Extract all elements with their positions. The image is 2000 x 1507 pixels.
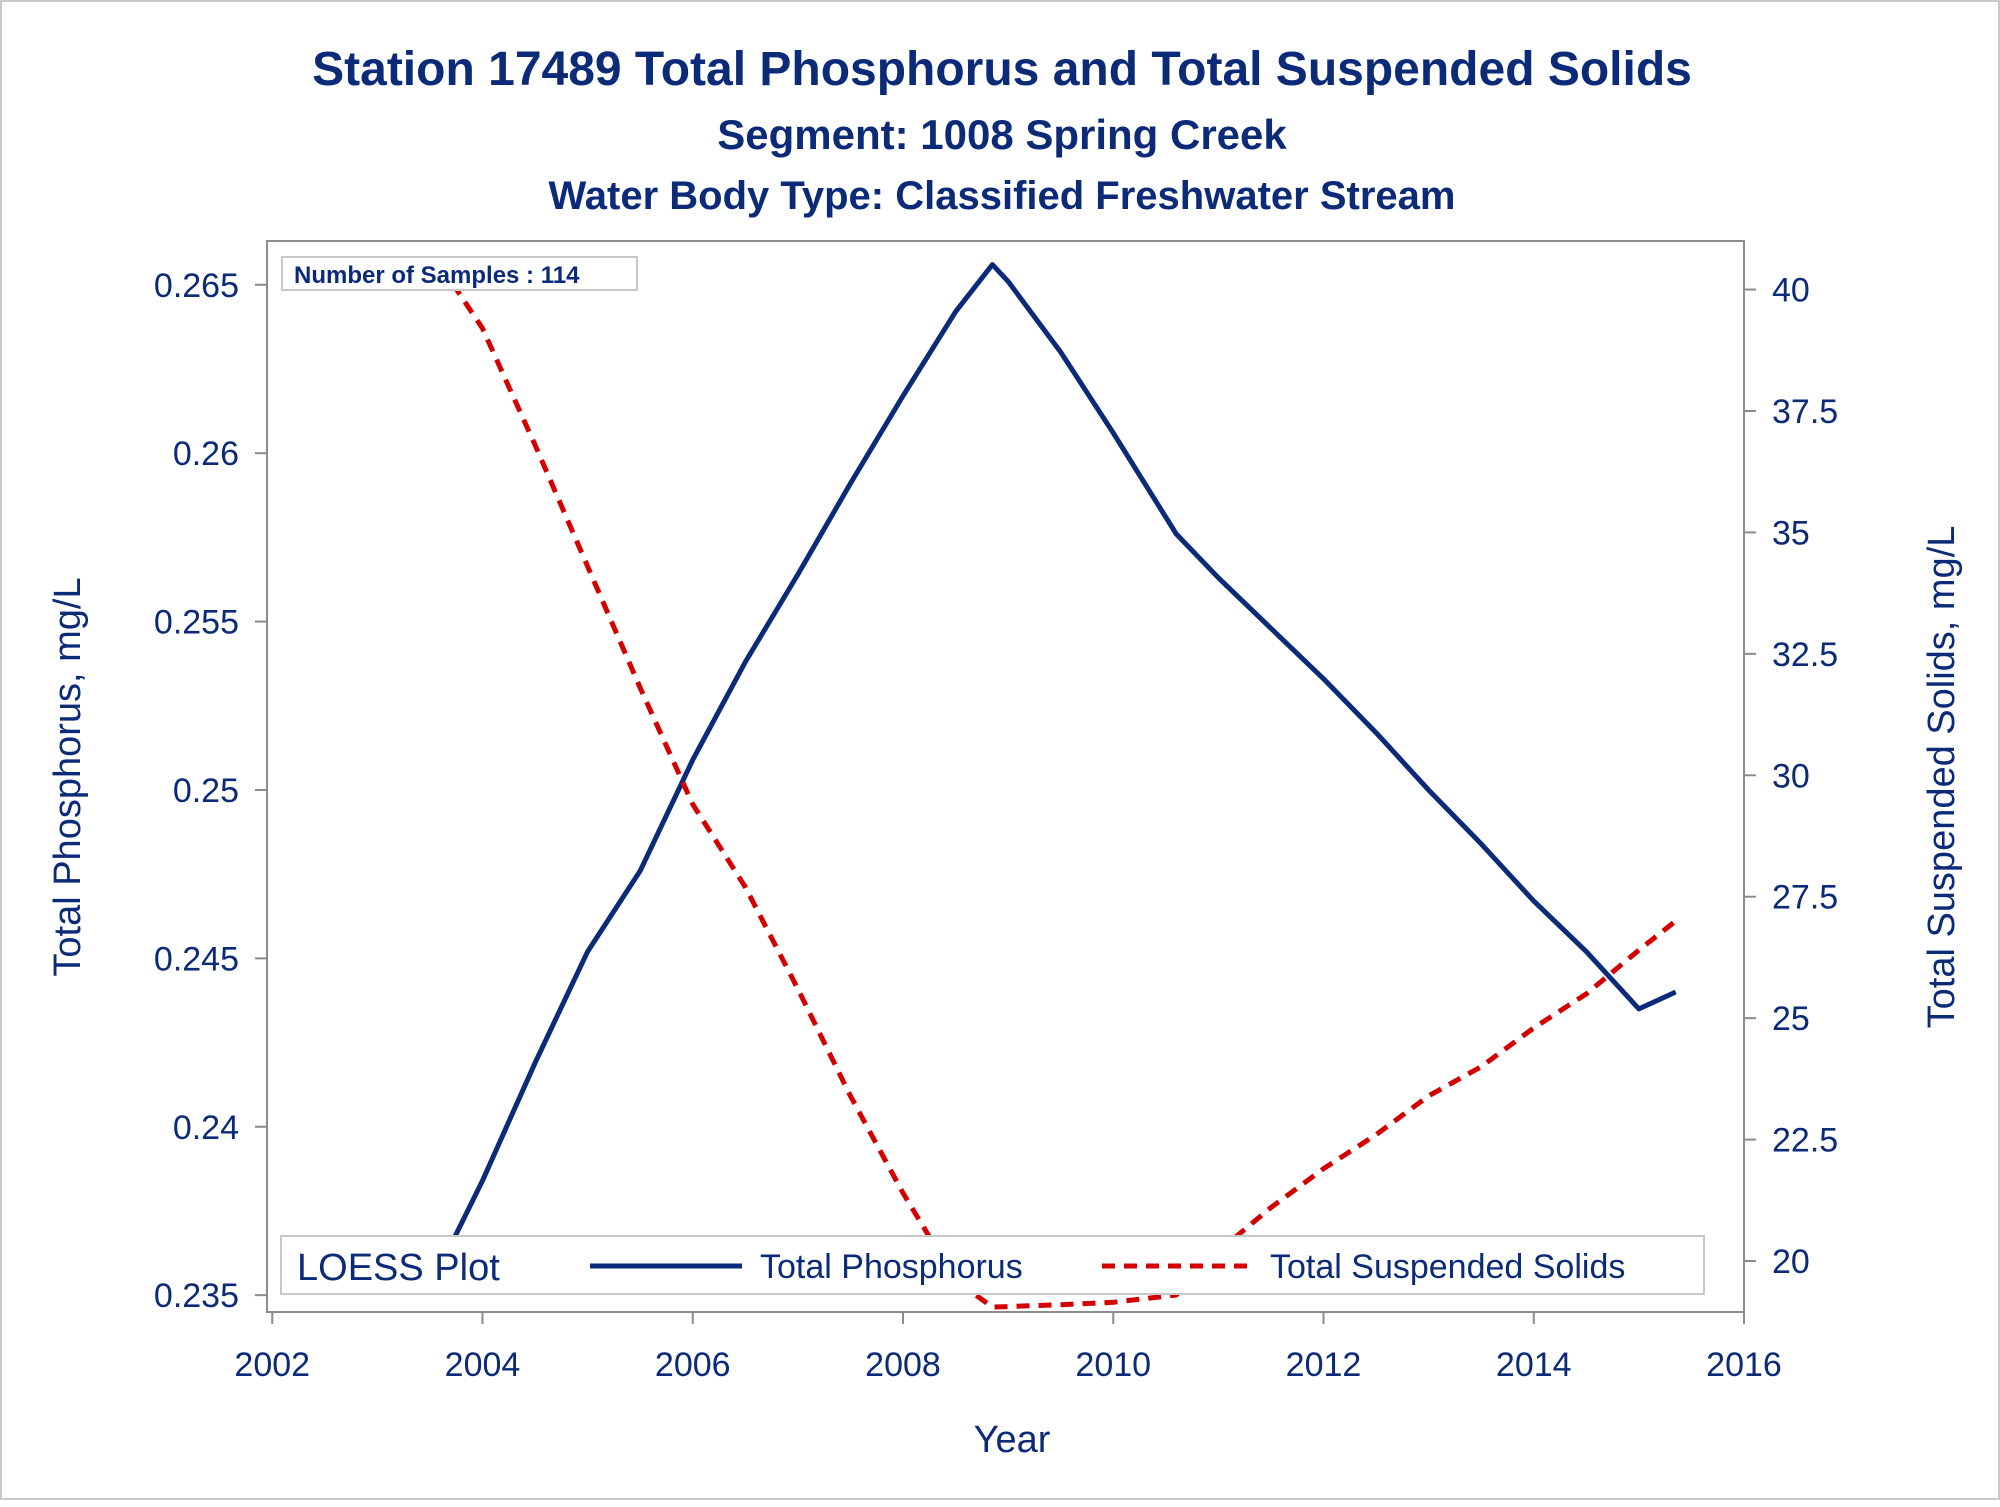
x-axis-label: Year [974, 1419, 1051, 1461]
x-tick-label: 2010 [1075, 1346, 1151, 1384]
chart-subtitle-segment: Segment: 1008 Spring Creek [717, 111, 1287, 158]
plot-area [266, 240, 1745, 1313]
y-right-tick-label: 27.5 [1772, 879, 1838, 917]
y-left-tick-label: 0.25 [173, 772, 239, 810]
y-axis-right: 20 22.5 25 27.5 30 32.5 35 37.5 40 [1744, 272, 1838, 1281]
chart-title: Station 17489 Total Phosphorus and Total… [312, 43, 1692, 96]
x-tick-label: 2016 [1706, 1346, 1782, 1384]
x-tick-label: 2004 [445, 1346, 521, 1384]
y-axis-left-label: Total Phosphorus, mg/L [47, 577, 89, 976]
series-line-phosphorus [448, 262, 1677, 1246]
y-right-tick-label: 37.5 [1772, 393, 1838, 431]
x-tick-label: 2006 [655, 1346, 731, 1384]
y-right-tick-label: 40 [1772, 272, 1810, 310]
sample-count-annotation: Number of Samples : 114 [294, 262, 580, 289]
y-left-tick-label: 0.245 [154, 940, 239, 978]
y-right-tick-label: 25 [1772, 1000, 1810, 1038]
legend-box [280, 1235, 1705, 1295]
chart-subtitle-water-body: Water Body Type: Classified Freshwater S… [549, 174, 1456, 218]
y-axis-right-label: Total Suspended Solids, mg/L [1921, 526, 1963, 1029]
x-axis: 2002 2004 2006 2008 2010 2012 2014 2016 [234, 1312, 1782, 1384]
y-left-tick-label: 0.255 [154, 604, 239, 642]
y-left-tick-label: 0.235 [154, 1277, 239, 1315]
y-right-tick-label: 20 [1772, 1243, 1810, 1281]
y-right-tick-label: 22.5 [1772, 1122, 1838, 1160]
legend-label-phosphorus: Total Phosphorus [760, 1248, 1023, 1286]
legend: LOESS Plot Total Phosphorus Total Suspen… [280, 1235, 1705, 1295]
x-tick-label: 2008 [865, 1346, 941, 1384]
y-right-tick-label: 30 [1772, 757, 1810, 795]
series-line-tss [438, 263, 1678, 1310]
x-tick-label: 2012 [1286, 1346, 1362, 1384]
y-left-tick-label: 0.265 [154, 267, 239, 305]
annotation-box [281, 256, 638, 291]
y-right-tick-label: 35 [1772, 514, 1810, 552]
legend-title: LOESS Plot [297, 1247, 500, 1289]
x-tick-label: 2002 [234, 1346, 310, 1384]
y-axis-left: 0.235 0.24 0.245 0.25 0.255 0.26 0.265 [154, 267, 267, 1315]
series-layer [438, 262, 1678, 1310]
y-right-tick-label: 32.5 [1772, 636, 1838, 674]
y-left-tick-label: 0.26 [173, 435, 239, 473]
legend-label-tss: Total Suspended Solids [1270, 1248, 1625, 1286]
x-tick-label: 2014 [1496, 1346, 1572, 1384]
y-left-tick-label: 0.24 [173, 1109, 239, 1147]
